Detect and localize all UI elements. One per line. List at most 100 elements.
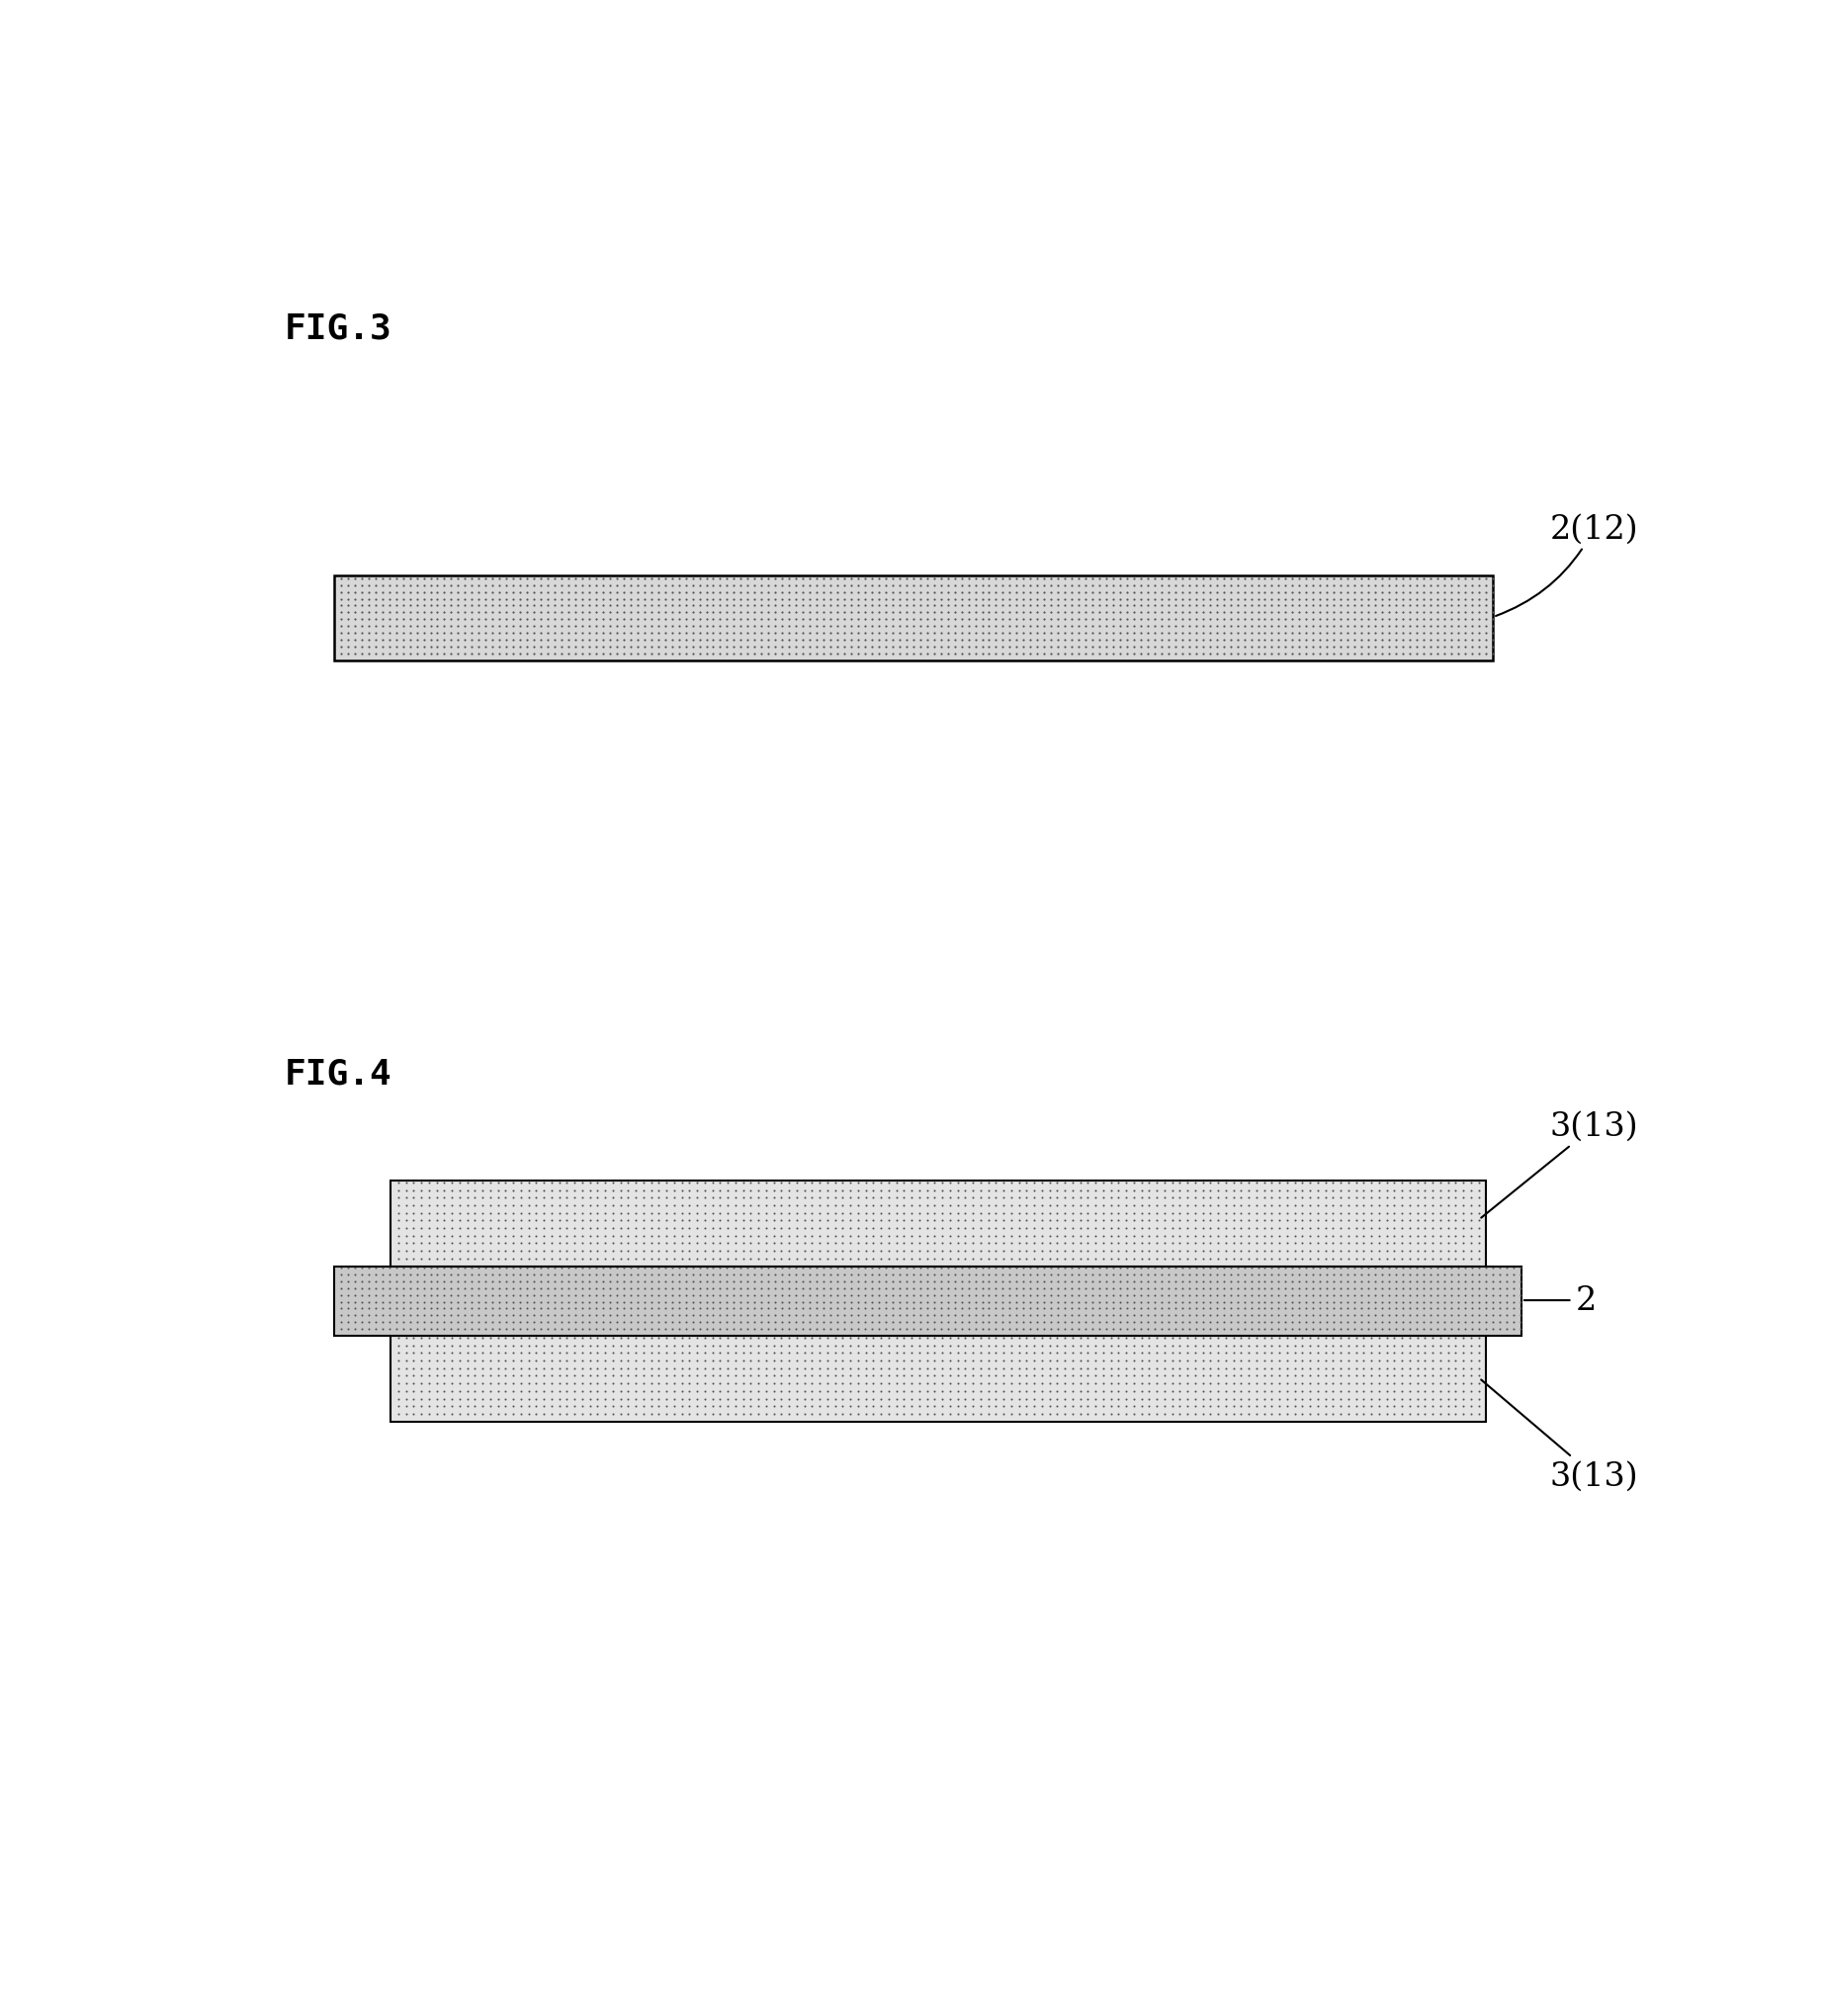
Point	[354, 1300, 383, 1333]
Point	[981, 1181, 1010, 1214]
Point	[498, 1173, 527, 1206]
Point	[381, 1286, 410, 1318]
Point	[547, 639, 576, 671]
Point	[974, 571, 1003, 603]
Point	[536, 1236, 565, 1268]
Point	[857, 625, 886, 657]
Point	[885, 617, 914, 649]
Point	[1423, 591, 1452, 623]
Point	[1361, 1258, 1390, 1290]
Point	[781, 571, 810, 603]
Point	[374, 1286, 403, 1318]
Point	[1058, 1198, 1087, 1230]
Point	[905, 611, 934, 643]
Point	[1346, 597, 1375, 629]
Point	[1043, 1181, 1073, 1214]
Point	[961, 1312, 990, 1345]
Point	[471, 583, 500, 615]
Point	[1023, 631, 1052, 663]
Point	[533, 597, 562, 629]
Point	[737, 1206, 766, 1238]
Point	[1249, 1258, 1279, 1290]
Point	[1034, 1181, 1063, 1214]
Point	[741, 577, 770, 609]
Point	[1098, 611, 1127, 643]
Point	[1311, 1353, 1341, 1385]
Point	[1364, 1173, 1394, 1206]
Point	[912, 617, 941, 649]
Point	[1465, 1181, 1494, 1214]
Point	[469, 1322, 498, 1355]
Point	[788, 611, 817, 643]
Point	[637, 1181, 666, 1214]
Point	[1093, 583, 1122, 615]
Text: FIG.3: FIG.3	[285, 312, 392, 345]
Point	[507, 1242, 536, 1274]
Point	[1149, 1181, 1178, 1214]
Point	[1450, 639, 1479, 671]
Point	[1058, 1367, 1087, 1399]
Point	[781, 577, 810, 609]
Point	[1313, 1272, 1342, 1304]
Point	[1111, 1367, 1140, 1399]
Point	[1111, 1337, 1140, 1369]
Point	[1437, 571, 1466, 603]
Point	[401, 617, 430, 649]
Point	[1073, 1189, 1102, 1222]
Point	[1167, 639, 1197, 671]
Point	[416, 583, 445, 615]
Point	[996, 1329, 1025, 1361]
Point	[1058, 1266, 1087, 1298]
Point	[1058, 571, 1087, 603]
Point	[1379, 1391, 1408, 1423]
Point	[1127, 1353, 1156, 1385]
Point	[1361, 605, 1390, 637]
Point	[383, 1322, 412, 1355]
Point	[1142, 1189, 1171, 1222]
Point	[706, 1198, 735, 1230]
Point	[591, 1375, 620, 1407]
Point	[1009, 571, 1038, 603]
Point	[928, 1322, 958, 1355]
Point	[852, 1353, 881, 1385]
Point	[1031, 571, 1060, 603]
Point	[996, 611, 1025, 643]
Point	[553, 1361, 582, 1393]
Point	[1135, 1397, 1164, 1429]
Point	[1105, 605, 1135, 637]
Point	[939, 1286, 969, 1318]
Point	[644, 1300, 673, 1333]
Point	[766, 1345, 795, 1377]
Point	[622, 625, 651, 657]
Point	[1249, 1181, 1279, 1214]
Point	[498, 562, 527, 595]
Point	[347, 1312, 376, 1345]
Point	[567, 1173, 596, 1206]
Point	[890, 1173, 919, 1206]
Point	[1408, 1266, 1437, 1298]
Point	[1120, 1312, 1149, 1345]
Point	[414, 1345, 443, 1377]
Point	[1341, 583, 1370, 615]
Point	[1357, 1361, 1386, 1393]
Point	[1120, 1329, 1149, 1361]
Point	[1457, 1306, 1487, 1339]
Point	[828, 1383, 857, 1415]
Point	[1443, 1266, 1472, 1298]
Point	[1299, 571, 1328, 603]
Point	[1237, 611, 1266, 643]
Point	[1180, 1375, 1209, 1407]
Point	[1051, 1353, 1080, 1385]
Point	[1031, 1306, 1060, 1339]
Point	[1249, 1397, 1279, 1429]
Point	[1020, 1397, 1049, 1429]
Point	[1313, 597, 1342, 629]
Point	[606, 1236, 635, 1268]
Point	[1273, 1189, 1302, 1222]
Point	[843, 611, 872, 643]
Point	[575, 625, 604, 657]
Point	[554, 605, 584, 637]
Point	[1313, 1252, 1342, 1284]
Point	[606, 1329, 635, 1361]
Point	[513, 605, 542, 637]
